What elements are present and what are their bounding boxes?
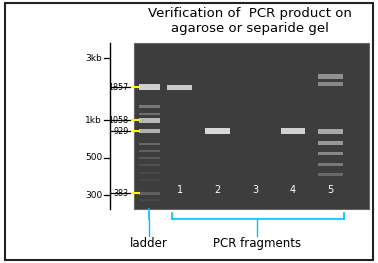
Bar [139, 105, 160, 108]
Bar [318, 163, 343, 166]
Bar [134, 43, 369, 209]
Bar [139, 113, 160, 115]
Text: 5: 5 [328, 185, 334, 195]
Text: 3kb: 3kb [85, 54, 102, 63]
Bar [318, 173, 343, 176]
Text: 1058: 1058 [108, 116, 129, 125]
Bar [280, 128, 305, 134]
Text: 1857: 1857 [108, 83, 129, 92]
Bar [139, 157, 160, 159]
Text: 3: 3 [252, 185, 258, 195]
Bar [139, 199, 160, 201]
Text: 4: 4 [290, 185, 296, 195]
Bar [139, 172, 160, 174]
Bar [318, 82, 343, 86]
Text: 929: 929 [113, 127, 129, 136]
Text: 500: 500 [85, 153, 102, 162]
Bar [139, 84, 160, 90]
Bar [139, 164, 160, 166]
Bar [318, 152, 343, 155]
Bar [139, 192, 160, 195]
Bar [167, 85, 192, 90]
Bar [139, 143, 160, 145]
Text: PCR fragments: PCR fragments [213, 237, 301, 250]
Bar [318, 129, 343, 134]
Bar [318, 74, 343, 79]
Text: Verification of  PCR product on
agarose or separide gel: Verification of PCR product on agarose o… [147, 7, 352, 34]
Bar [205, 128, 229, 134]
Bar [139, 150, 160, 152]
Bar [139, 118, 160, 123]
Text: 300: 300 [85, 190, 102, 200]
Text: 1kb: 1kb [85, 116, 102, 125]
Text: 1: 1 [177, 185, 183, 195]
Text: 2: 2 [214, 185, 220, 195]
Bar [318, 141, 343, 145]
Text: 383: 383 [113, 189, 129, 198]
Bar [139, 179, 160, 181]
Bar [139, 129, 160, 133]
Text: ladder: ladder [130, 237, 168, 250]
